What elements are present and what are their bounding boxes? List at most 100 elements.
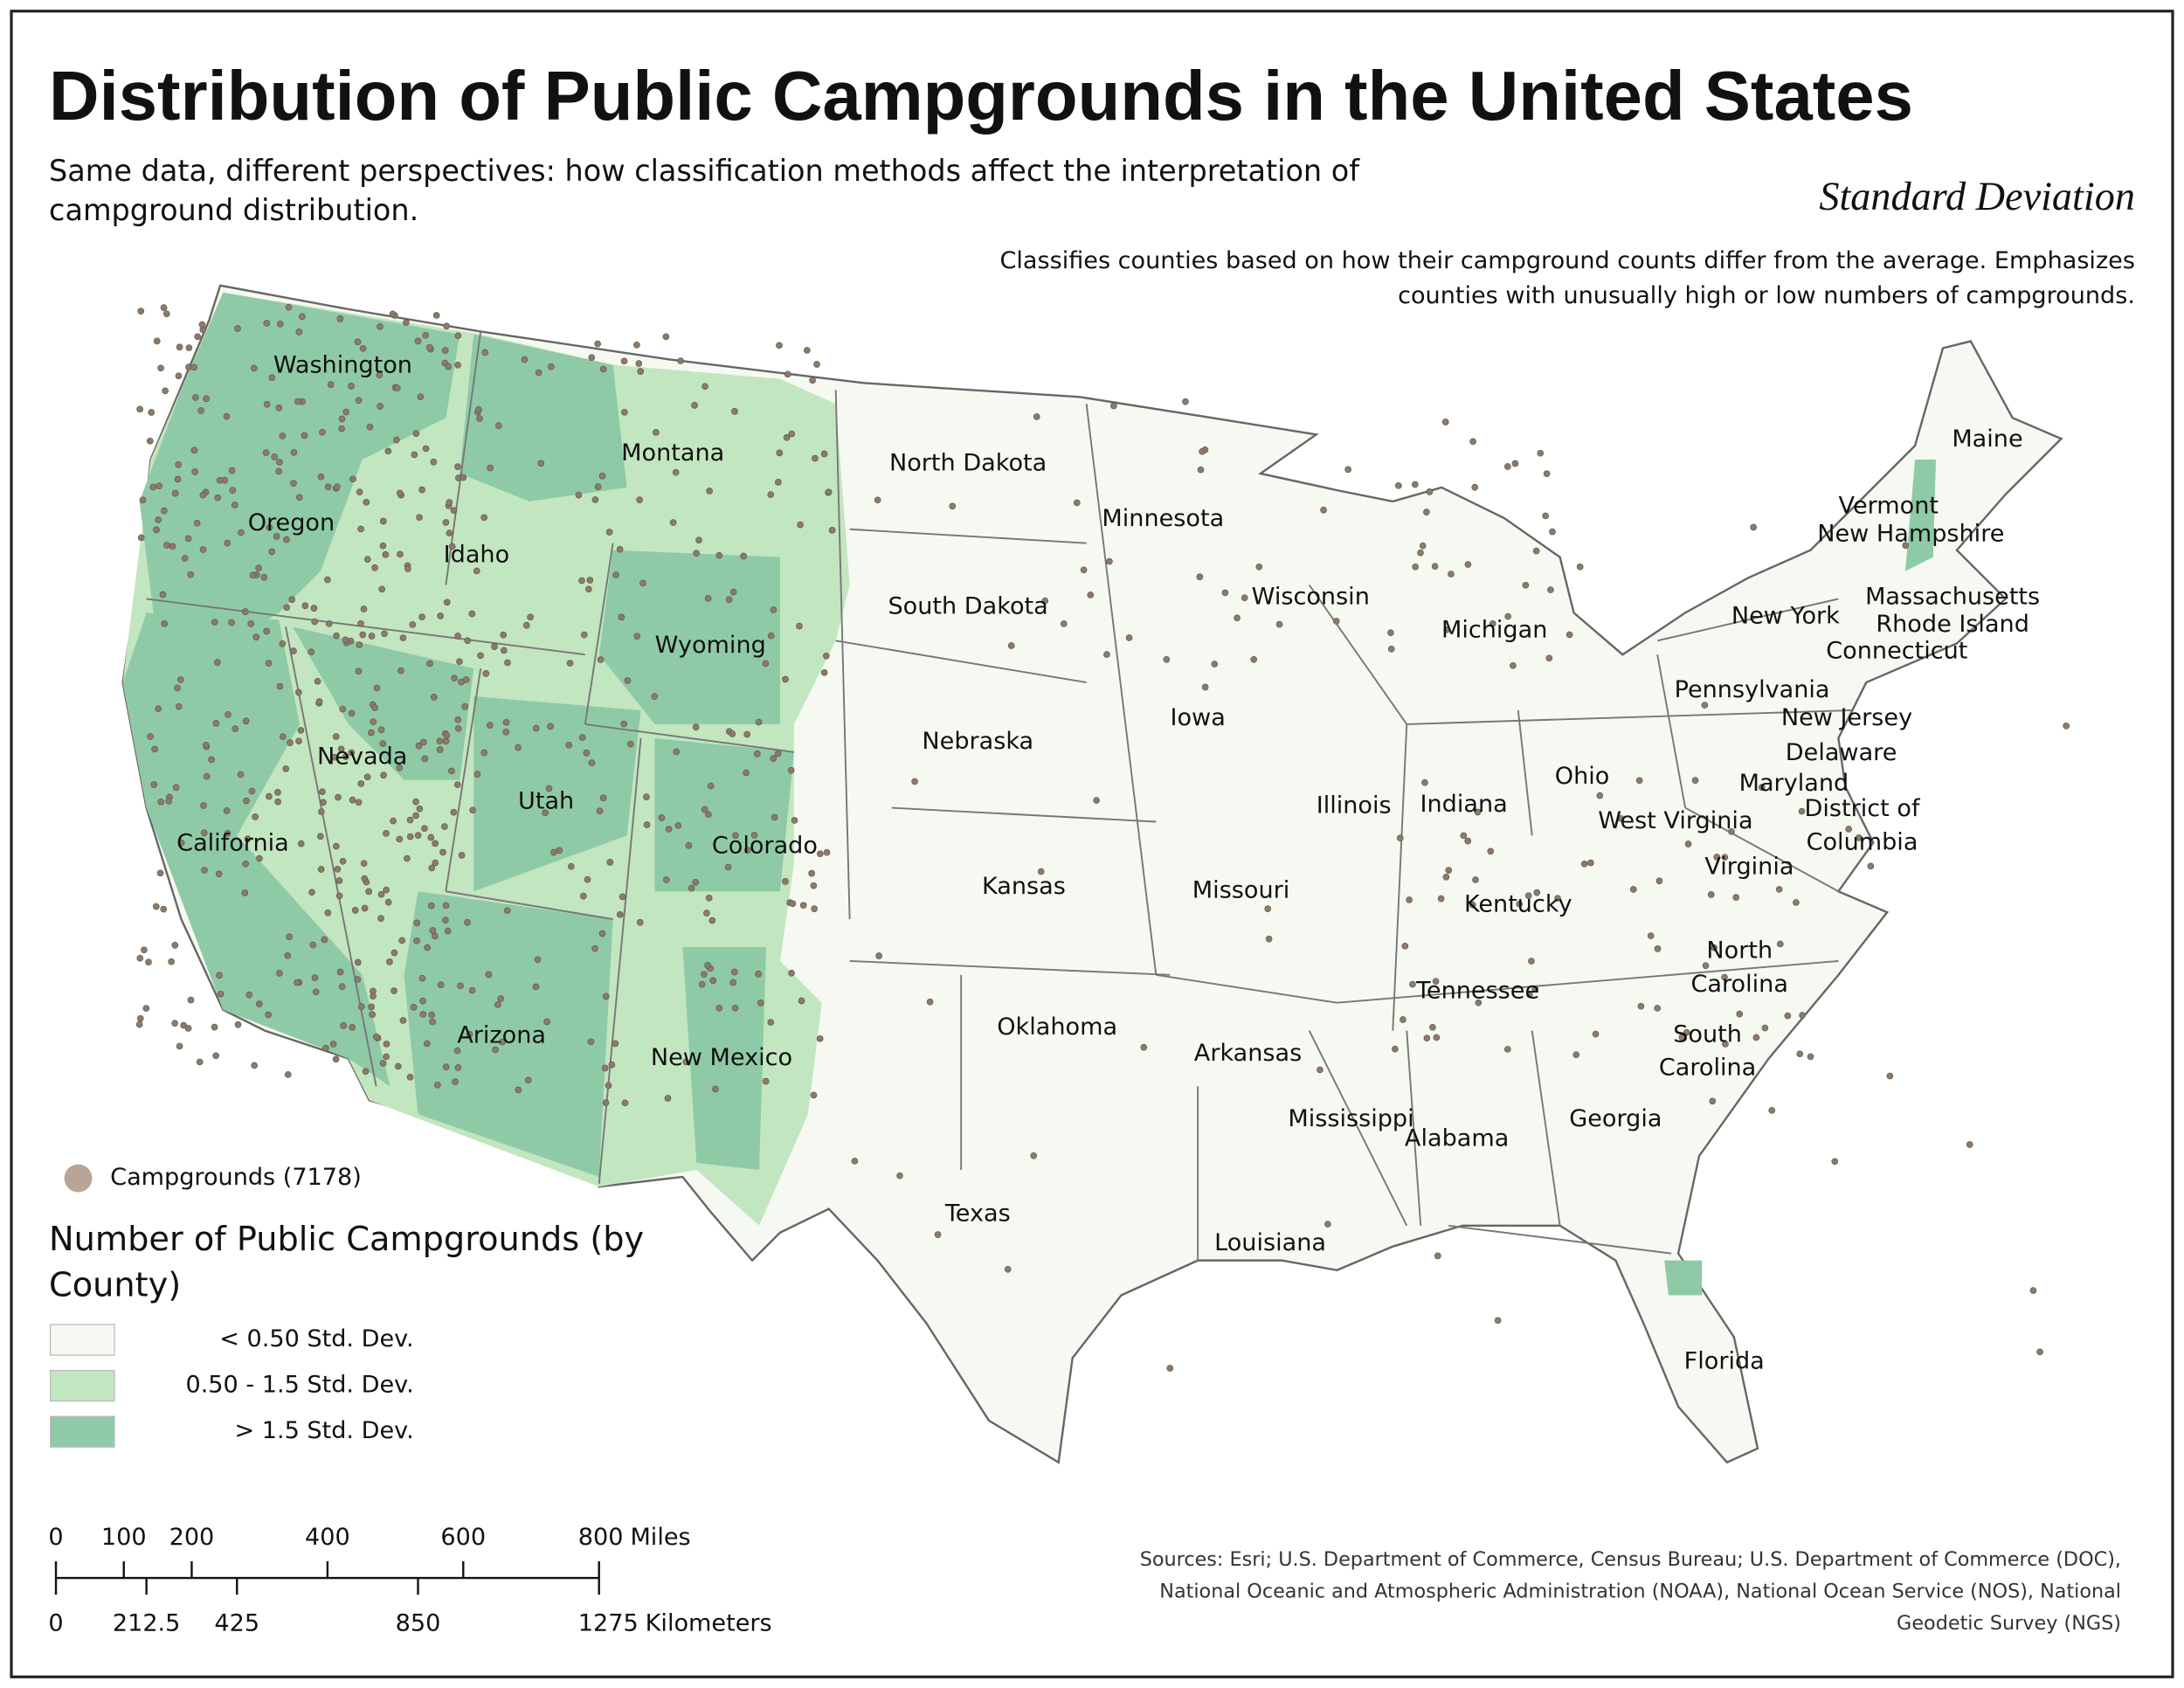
campground-point (1406, 896, 1413, 903)
campground-point (317, 866, 325, 873)
campground-point (450, 808, 458, 816)
campground-point (297, 727, 305, 734)
campground-point (282, 765, 290, 772)
campground-point (335, 793, 342, 801)
campground-point (1431, 563, 1439, 570)
campground-point (578, 734, 586, 741)
campground-point (404, 854, 411, 862)
campground-point (427, 902, 435, 910)
campground-point (616, 545, 624, 553)
class-region-dark (460, 334, 627, 502)
campground-point (369, 1011, 377, 1018)
campground-point (575, 491, 583, 499)
campground-point (599, 794, 607, 802)
campground-point (608, 1061, 616, 1069)
campground-point (487, 464, 494, 472)
campground-point (201, 867, 208, 874)
campground-point (322, 1044, 329, 1052)
campground-point (319, 428, 326, 436)
campground-point (417, 393, 425, 400)
campground-point (729, 979, 737, 986)
campground-point (1565, 631, 1573, 639)
campground-point (685, 841, 693, 849)
campground-point (395, 1062, 402, 1070)
campground-point (386, 958, 393, 965)
campground-point (730, 968, 738, 976)
campground-point (639, 579, 646, 587)
campground-point (664, 1095, 672, 1102)
campground-point (199, 546, 207, 553)
campground-point (1701, 702, 1709, 709)
campground-point (320, 799, 327, 806)
campground-point (1617, 815, 1625, 822)
campground-point (1073, 499, 1081, 507)
state-border (834, 390, 851, 920)
campground-point (705, 811, 712, 819)
campground-point (185, 344, 193, 351)
campground-point (762, 1077, 770, 1085)
campground-point (1472, 876, 1479, 883)
campground-point (1845, 826, 1853, 833)
campground-point (1110, 402, 1117, 410)
campground-point (682, 1058, 689, 1066)
campground-point (451, 675, 458, 681)
campground-point (311, 618, 319, 626)
state-border (584, 543, 614, 725)
campground-point (461, 702, 469, 710)
campground-point (586, 577, 594, 584)
campground-point (612, 571, 619, 578)
campground-point (1524, 892, 1532, 899)
campground-point (245, 991, 253, 999)
campground-point (1758, 784, 1766, 791)
campground-point (262, 449, 270, 456)
state-label: Wisconsin (1252, 583, 1370, 610)
campground-point (283, 604, 290, 612)
campground-point (492, 1046, 499, 1054)
campground-point (249, 571, 257, 579)
campground-point (295, 688, 302, 696)
campground-point (820, 450, 828, 458)
campground-point (643, 793, 650, 800)
campground-point (397, 667, 404, 675)
campground-point (468, 986, 476, 994)
state-label: South Carolina (1659, 1020, 1756, 1081)
campground-point (1807, 1053, 1814, 1061)
campground-point (150, 781, 158, 788)
campground-point (421, 825, 428, 832)
method-description: Classifies counties based on how their c… (999, 247, 2134, 274)
campground-point (1163, 655, 1171, 663)
campground-point (636, 496, 643, 503)
campground-point (695, 536, 702, 544)
campground-point (228, 467, 236, 474)
campground-point (674, 822, 682, 829)
campground-point (212, 1052, 220, 1060)
campground-point (1635, 777, 1643, 785)
campground-point (1344, 466, 1351, 474)
state-border (146, 598, 585, 656)
campground-point (820, 668, 828, 676)
class-region-dark (682, 946, 766, 1171)
campground-point (596, 807, 604, 815)
campground-point (485, 971, 493, 979)
campground-point (1320, 506, 1327, 514)
campground-point (265, 1011, 272, 1019)
campground-point (693, 550, 700, 557)
campground-point (152, 903, 160, 910)
campground-point (1655, 877, 1663, 885)
campground-point (284, 952, 292, 959)
campground-point (1199, 447, 1206, 455)
campground-point (775, 479, 782, 486)
campground-point (442, 737, 450, 745)
campground-point (280, 733, 287, 740)
campground-point (415, 742, 423, 750)
state-label: Colorado (712, 833, 818, 860)
campground-point (1549, 528, 1556, 536)
campground-point (1443, 626, 1450, 633)
campground-point (193, 519, 201, 527)
campground-point (381, 630, 388, 638)
campground-point (409, 621, 417, 628)
campground-point (416, 805, 424, 813)
campground-point (377, 403, 384, 410)
campground-point (180, 1021, 188, 1029)
campground-point (295, 737, 302, 745)
